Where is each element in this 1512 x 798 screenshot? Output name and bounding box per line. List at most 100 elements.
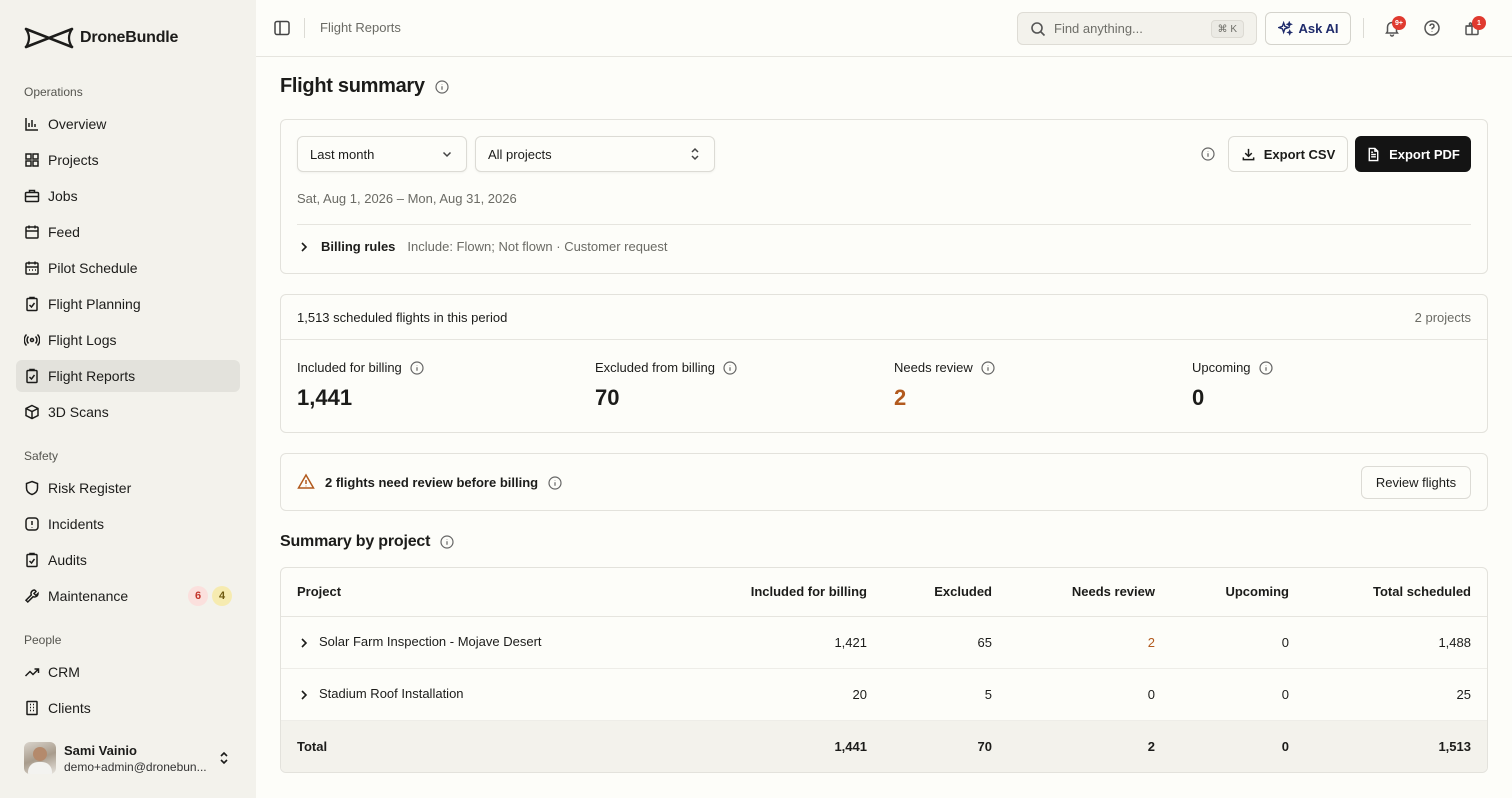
sidebar-item-3d-scans[interactable]: 3D Scans (16, 396, 240, 428)
info-icon[interactable] (435, 79, 449, 94)
search-input[interactable] (1054, 21, 1204, 36)
section-label-safety: Safety (24, 449, 59, 463)
sidebar-item-label: Clients (48, 700, 91, 716)
info-icon[interactable] (1201, 147, 1215, 161)
sidebar: DroneBundle Operations Overview Projects… (0, 0, 256, 798)
info-icon[interactable] (440, 535, 454, 549)
avatar (24, 742, 56, 774)
export-csv-button[interactable]: Export CSV (1228, 136, 1348, 172)
sidebar-toggle-icon[interactable] (273, 19, 291, 37)
sidebar-item-label: Risk Register (48, 480, 132, 496)
stat-value: 2 (894, 385, 907, 410)
brand-name: DroneBundle (80, 29, 179, 46)
info-icon[interactable] (981, 360, 995, 375)
sidebar-item-flight-reports[interactable]: Flight Reports (16, 360, 240, 392)
alert-square-icon (24, 516, 40, 532)
building-icon (24, 700, 40, 716)
sidebar-item-risk-register[interactable]: Risk Register (16, 472, 240, 504)
stat-value: 1,441 (297, 385, 353, 410)
ask-ai-label: Ask AI (1298, 21, 1339, 36)
sidebar-item-incidents[interactable]: Incidents (16, 508, 240, 540)
breadcrumb[interactable]: Flight Reports (320, 20, 401, 35)
wrench-icon (24, 588, 40, 604)
sidebar-item-label: Jobs (48, 188, 78, 204)
review-banner: 2 flights need review before billing Rev… (280, 453, 1488, 511)
sidebar-item-flight-planning[interactable]: Flight Planning (16, 288, 240, 320)
page-title-text: Flight summary (280, 75, 425, 97)
sidebar-item-label: Projects (48, 152, 99, 168)
search-icon (1031, 21, 1046, 36)
sidebar-item-flight-logs[interactable]: Flight Logs (16, 324, 240, 356)
cell-included: 20 (701, 668, 883, 721)
info-icon[interactable] (410, 360, 424, 375)
info-icon[interactable] (723, 360, 737, 375)
sidebar-item-label: Audits (48, 552, 87, 568)
info-icon[interactable] (548, 475, 562, 490)
cell-total: 25 (1305, 668, 1487, 721)
scheduled-count: 1,513 scheduled flights in this period (297, 310, 508, 325)
sidebar-item-clients[interactable]: Clients (16, 692, 240, 724)
project-select[interactable]: All projects (475, 136, 715, 172)
section-title-text: Summary by project (280, 533, 431, 550)
drone-logo-icon (24, 27, 74, 49)
sidebar-item-label: CRM (48, 664, 80, 680)
cell-upcoming: 0 (1171, 616, 1305, 669)
export-csv-label: Export CSV (1263, 146, 1336, 162)
cell-upcoming: 0 (1171, 720, 1305, 772)
cell-excluded: 5 (883, 668, 1008, 721)
table-header-row: Project Included for billing Excluded Ne… (281, 568, 1487, 617)
column-header[interactable]: Upcoming (1171, 568, 1305, 617)
cell-included: 1,441 (701, 720, 883, 772)
help-icon[interactable] (1423, 19, 1441, 37)
sidebar-item-crm[interactable]: CRM (16, 656, 240, 688)
project-name: Solar Farm Inspection - Mojave Desert (319, 634, 542, 650)
chevron-right-icon[interactable] (297, 688, 311, 702)
cell-excluded: 65 (883, 616, 1008, 669)
billing-rules-toggle[interactable]: Billing rules Include: Flown; Not flown … (297, 239, 668, 254)
divider (297, 224, 1471, 225)
sidebar-item-overview[interactable]: Overview (16, 108, 240, 140)
sidebar-item-maintenance[interactable]: Maintenance 6 4 (16, 580, 240, 612)
logo[interactable]: DroneBundle (24, 26, 178, 50)
user-menu[interactable]: Sami Vainio demo+admin@dronebun... (24, 742, 240, 774)
search-box[interactable]: ⌘ K (1017, 12, 1257, 45)
chevron-down-icon (442, 151, 452, 158)
warning-triangle-icon (297, 473, 315, 489)
review-flights-button[interactable]: Review flights (1361, 466, 1471, 499)
column-header[interactable]: Project (281, 568, 701, 617)
stat-excluded: Excluded from billing 70 (595, 360, 737, 411)
sidebar-item-audits[interactable]: Audits (16, 544, 240, 576)
period-select[interactable]: Last month (297, 136, 467, 172)
bar-chart-icon (24, 116, 40, 132)
section-label-operations: Operations (24, 85, 83, 99)
sidebar-item-pilot-schedule[interactable]: Pilot Schedule (16, 252, 240, 284)
column-header[interactable]: Needs review (1008, 568, 1171, 617)
column-header[interactable]: Total scheduled (1305, 568, 1487, 617)
sidebar-item-label: Overview (48, 116, 107, 132)
trending-up-icon (24, 664, 40, 680)
export-pdf-button[interactable]: Export PDF (1355, 136, 1471, 172)
main-content: Flight Reports ⌘ K Ask AI 9+ 1 Fl (256, 0, 1512, 798)
review-banner-text: 2 flights need review before billing (325, 475, 539, 490)
column-header[interactable]: Included for billing (701, 568, 883, 617)
stat-label: Needs review (894, 360, 973, 375)
cell-total: 1,488 (1305, 616, 1487, 669)
calendar-icon (24, 224, 40, 240)
column-header[interactable]: Excluded (883, 568, 1008, 617)
sidebar-item-feed[interactable]: Feed (16, 216, 240, 248)
table-row[interactable]: Solar Farm Inspection - Mojave Desert 1,… (281, 616, 1487, 669)
info-icon[interactable] (1258, 360, 1273, 375)
review-flights-label: Review flights (1375, 475, 1457, 490)
stat-label: Excluded from billing (595, 360, 715, 375)
chevron-right-icon[interactable] (297, 636, 311, 650)
section-title: Summary by project (280, 533, 454, 551)
table-row[interactable]: Stadium Roof Installation 20 5 0 0 25 (281, 668, 1487, 721)
sidebar-item-jobs[interactable]: Jobs (16, 180, 240, 212)
sidebar-item-projects[interactable]: Projects (16, 144, 240, 176)
project-count: 2 projects (1414, 310, 1471, 325)
clipboard-report-icon (24, 368, 40, 384)
briefcase-icon (24, 188, 40, 204)
section-label-people: People (24, 633, 62, 647)
ask-ai-button[interactable]: Ask AI (1265, 12, 1351, 45)
clipboard-check-icon (24, 296, 40, 312)
